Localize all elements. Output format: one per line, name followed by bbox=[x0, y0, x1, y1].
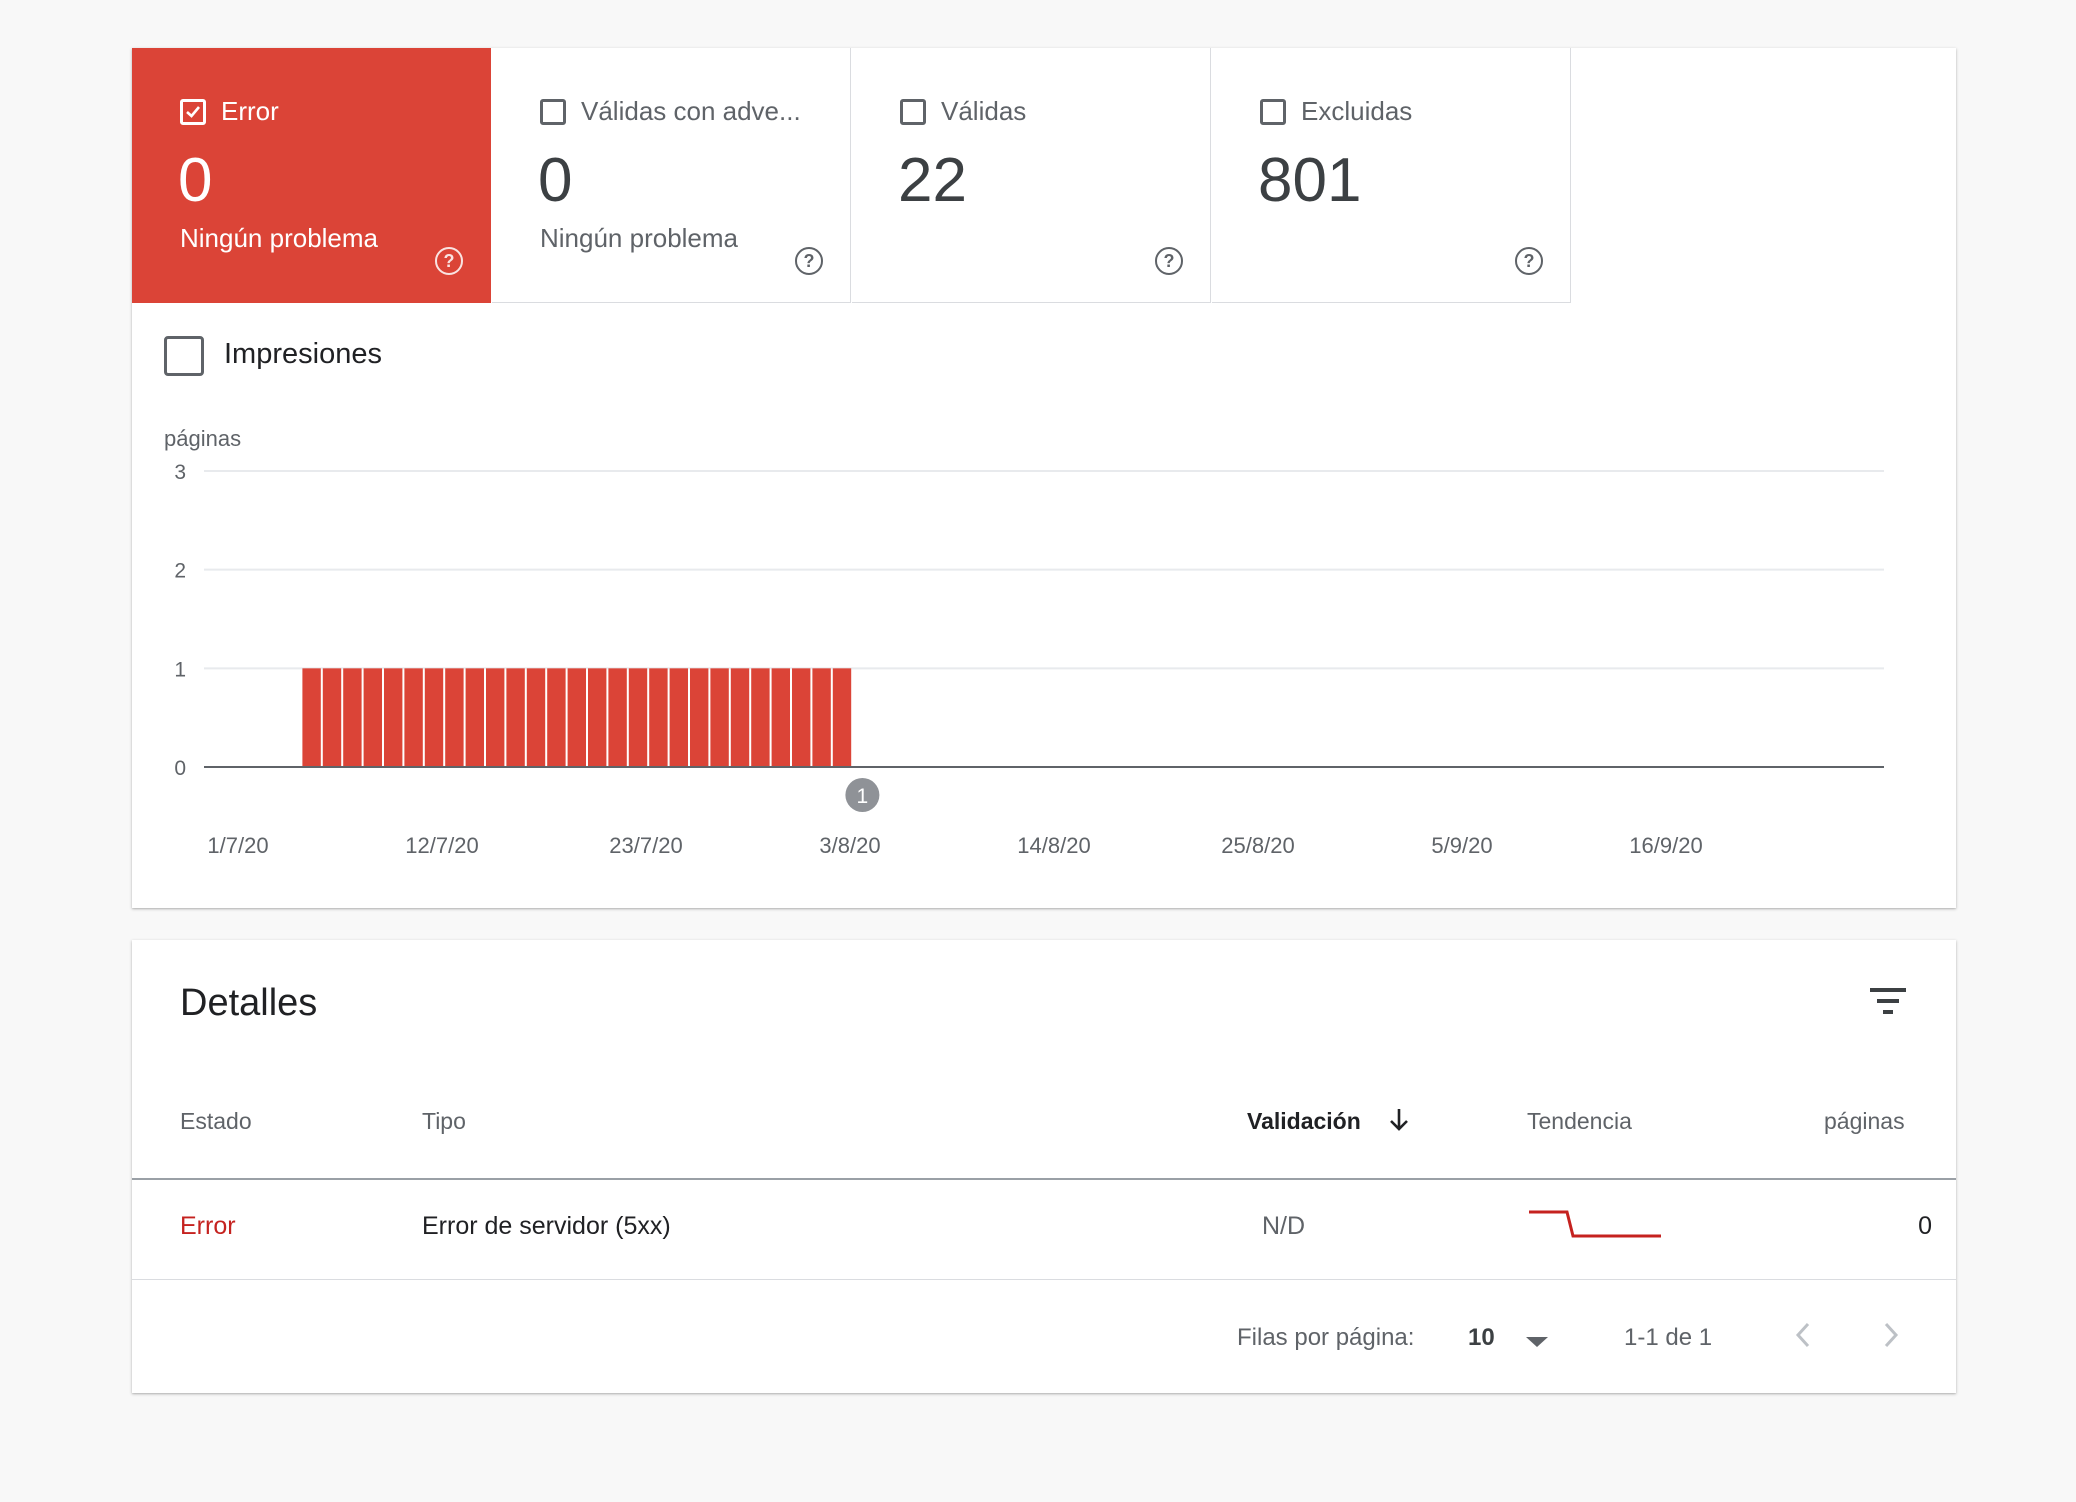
tile-label: Excluidas bbox=[1301, 96, 1413, 126]
tile-valid-warnings[interactable]: Válidas con adve... 0 Ningún problema ? bbox=[492, 48, 851, 303]
tile-valid[interactable]: Válidas 22 ? bbox=[852, 48, 1211, 303]
annotation-marker[interactable] bbox=[845, 778, 880, 812]
bar[interactable] bbox=[567, 668, 586, 767]
tile-label: Error bbox=[221, 96, 279, 126]
bar[interactable] bbox=[384, 668, 403, 767]
col-tipo[interactable]: Tipo bbox=[422, 1108, 466, 1134]
col-paginas[interactable]: páginas bbox=[1824, 1108, 1905, 1134]
pagination-range: 1-1 de 1 bbox=[1624, 1324, 1713, 1351]
help-icon[interactable]: ? bbox=[1155, 247, 1183, 275]
tile-sub: Ningún problema bbox=[180, 223, 379, 253]
help-icon[interactable]: ? bbox=[795, 247, 823, 275]
tile-label: Válidas bbox=[941, 96, 1027, 126]
bar[interactable] bbox=[771, 668, 790, 767]
tile-error[interactable]: Error 0 Ningún problema ? bbox=[132, 48, 491, 303]
x-tick-label: 1/7/20 bbox=[207, 833, 268, 858]
checkbox-icon[interactable] bbox=[540, 99, 566, 125]
y-axis-label: páginas bbox=[164, 426, 241, 451]
y-tick-label: 2 bbox=[174, 560, 186, 583]
bar[interactable] bbox=[710, 668, 729, 767]
col-tendencia[interactable]: Tendencia bbox=[1527, 1108, 1632, 1134]
tile-sub: Ningún problema bbox=[540, 223, 739, 253]
bar[interactable] bbox=[792, 668, 811, 767]
col-estado[interactable]: Estado bbox=[180, 1108, 252, 1134]
bar[interactable] bbox=[526, 668, 546, 767]
x-tick-label: 16/9/20 bbox=[1629, 833, 1702, 858]
checkbox-icon[interactable] bbox=[900, 99, 926, 125]
y-tick-label: 1 bbox=[174, 658, 186, 681]
bar[interactable] bbox=[690, 668, 709, 767]
checkbox-icon[interactable] bbox=[1260, 99, 1286, 125]
y-tick-label: 0 bbox=[174, 757, 186, 780]
impressions-checkbox[interactable] bbox=[164, 336, 204, 376]
rows-per-page-label: Filas por página: bbox=[1237, 1324, 1415, 1351]
chevron-right-icon[interactable] bbox=[1876, 1318, 1904, 1352]
bar[interactable] bbox=[669, 668, 688, 767]
details-title: Detalles bbox=[180, 982, 318, 1024]
bar[interactable] bbox=[486, 668, 505, 767]
tile-excluded[interactable]: Excluidas 801 ? bbox=[1212, 48, 1571, 303]
bar[interactable] bbox=[608, 668, 627, 767]
x-tick-label: 14/8/20 bbox=[1017, 833, 1090, 858]
header-divider bbox=[132, 1178, 1956, 1180]
x-tick-label: 12/7/20 bbox=[405, 833, 478, 858]
bar[interactable] bbox=[547, 668, 566, 767]
checkbox-checked-icon[interactable] bbox=[180, 99, 206, 125]
bar[interactable] bbox=[424, 668, 444, 767]
bar[interactable] bbox=[465, 668, 484, 767]
row-validacion: N/D bbox=[1262, 1212, 1306, 1240]
row-estado: Error bbox=[180, 1212, 236, 1240]
trend-sparkline bbox=[1529, 1210, 1661, 1238]
bar[interactable] bbox=[343, 668, 362, 767]
row-tipo: Error de servidor (5xx) bbox=[422, 1212, 671, 1240]
row-paginas: 0 bbox=[1918, 1212, 1932, 1240]
bar[interactable] bbox=[404, 668, 423, 767]
annotation-label: 1 bbox=[857, 785, 869, 808]
impressions-label: Impresiones bbox=[224, 338, 382, 370]
help-icon[interactable]: ? bbox=[435, 247, 463, 275]
row-divider bbox=[132, 1279, 1956, 1280]
col-validacion[interactable]: Validación bbox=[1247, 1108, 1361, 1134]
rows-per-page-select[interactable]: 10 bbox=[1468, 1324, 1495, 1351]
chevron-left-icon[interactable] bbox=[1790, 1318, 1818, 1352]
details-card: Detalles Estado Tipo Validación Tendenci… bbox=[132, 940, 1956, 1393]
bar[interactable] bbox=[832, 668, 852, 767]
x-tick-label: 5/9/20 bbox=[1431, 833, 1492, 858]
tile-count: 0 bbox=[178, 146, 213, 215]
tile-label: Válidas con adve... bbox=[581, 96, 801, 126]
y-tick-label: 3 bbox=[174, 461, 186, 484]
bar[interactable] bbox=[751, 668, 770, 767]
pages-chart: páginas 0 1 2 3 1 1/7/20 12/7/20 23/7/20 3/8/2… bbox=[164, 426, 1884, 858]
bar[interactable] bbox=[506, 668, 525, 767]
x-tick-label: 25/8/20 bbox=[1221, 833, 1294, 858]
tile-count: 22 bbox=[898, 146, 967, 215]
bar[interactable] bbox=[363, 668, 382, 767]
x-tick-label: 3/8/20 bbox=[819, 833, 880, 858]
bar[interactable] bbox=[445, 668, 464, 767]
bar[interactable] bbox=[730, 668, 750, 767]
filter-icon[interactable] bbox=[1868, 982, 1908, 1022]
tile-count: 801 bbox=[1258, 146, 1362, 215]
bar[interactable] bbox=[588, 668, 607, 767]
bar[interactable] bbox=[649, 668, 668, 767]
bar[interactable] bbox=[302, 668, 321, 767]
dropdown-arrow-icon[interactable] bbox=[1524, 1334, 1550, 1350]
overview-card: Error 0 Ningún problema ? Válidas con ad… bbox=[132, 48, 1956, 908]
tile-count: 0 bbox=[538, 146, 573, 215]
bar[interactable] bbox=[322, 668, 342, 767]
bar[interactable] bbox=[628, 668, 648, 767]
help-icon[interactable]: ? bbox=[1515, 247, 1543, 275]
sort-down-arrow-icon[interactable] bbox=[1386, 1106, 1412, 1134]
bar[interactable] bbox=[812, 668, 831, 767]
x-tick-label: 23/7/20 bbox=[609, 833, 682, 858]
